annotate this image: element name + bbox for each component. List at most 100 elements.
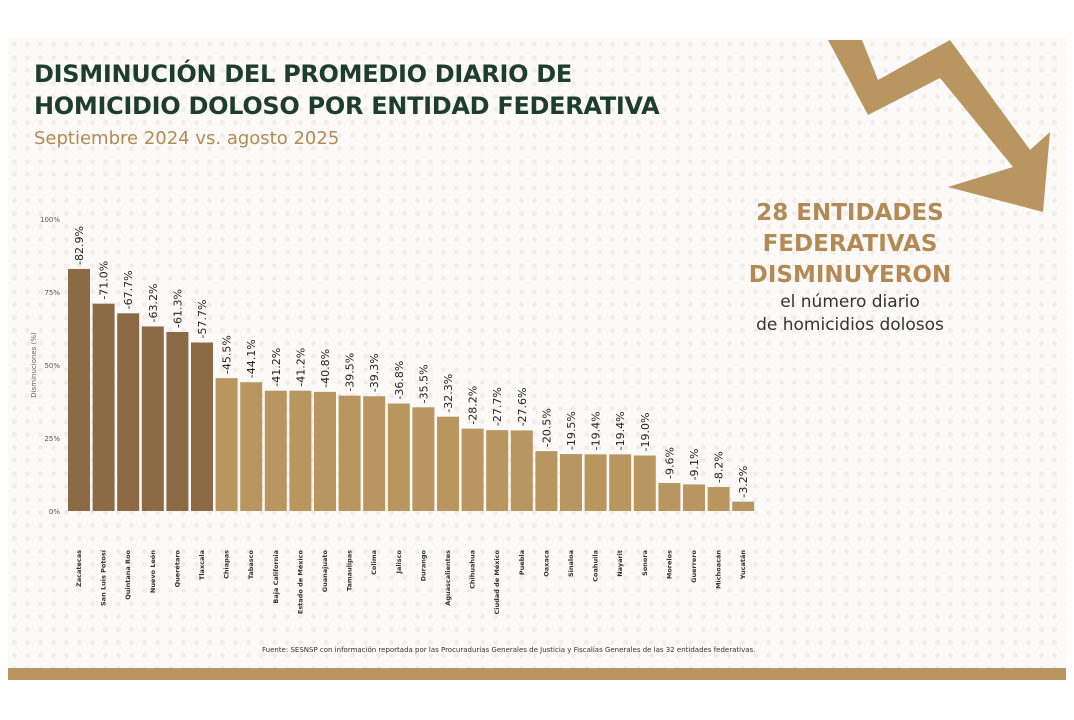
x-tick-label: Aguascalientes [444,550,452,606]
x-tick-label: Quintana Roo [124,549,132,599]
bar [215,378,238,511]
x-tick-label: Puebla [518,550,526,575]
data-label: -44.1% [245,339,258,378]
data-label: -19.0% [639,413,652,452]
data-label: -9.1% [688,449,701,481]
data-label: -71.0% [98,261,111,300]
chart-subtitle: Septiembre 2024 vs. agosto 2025 [34,128,340,149]
x-tick-label: Yucatán [739,550,747,581]
chart-title: DISMINUCIÓN DEL PROMEDIO DIARIO DE HOMIC… [34,58,660,122]
x-tick-label: Michoacán [715,550,723,589]
callout-line-2: FEDERATIVAS [762,231,938,257]
x-tick-label: Colima [370,550,378,575]
x-tick-label: Oaxaca [542,550,550,577]
data-label: -63.2% [147,284,160,323]
bar [117,313,140,511]
x-tick-label: Nayarit [616,550,624,577]
data-label: -45.5% [221,335,234,374]
data-label: -82.9% [73,226,86,265]
bar [166,332,189,511]
bar [264,390,287,511]
data-label: -3.2% [737,466,750,498]
callout-line-4: el número diario [780,292,920,312]
data-label: -8.2% [713,451,726,483]
bar [560,454,582,511]
bar [191,342,213,511]
bar [240,382,263,511]
data-label: -39.3% [368,353,381,392]
bar [658,482,681,511]
y-tick-label: 25% [44,435,60,443]
bar [486,430,509,511]
x-tick-label: Tlaxcala [198,550,206,580]
x-tick-label: Morelos [665,550,673,579]
y-axis-label: Disminuciones (%) [30,332,38,398]
bar [314,391,336,511]
y-tick-label: 0% [49,508,60,516]
y-tick-label: 75% [44,289,60,297]
y-tick-label: 50% [44,362,60,370]
bar [732,501,755,511]
data-label: -39.5% [344,353,357,392]
data-label: -9.6% [663,447,676,479]
bar [338,395,361,511]
background-panel [8,38,1066,668]
x-tick-label: San Luis Potosí [100,549,108,606]
bar [412,407,435,511]
callout-line-5: de homicidios dolosos [756,315,944,335]
x-tick-label: Nuevo León [149,550,157,593]
bar [510,430,533,511]
bar [68,268,90,511]
x-tick-label: Sinaloa [567,550,575,577]
data-label: -40.8% [319,349,332,388]
title-line-2: HOMICIDIO DOLOSO POR ENTIDAD FEDERATIVA [34,92,660,120]
data-label: -19.4% [614,411,627,450]
bar [535,451,558,511]
bar [363,396,386,511]
data-label: -19.4% [590,411,603,450]
x-tick-label: Ciudad de México [493,549,501,614]
bar [633,455,656,511]
x-tick-label: Sonora [641,550,649,576]
data-label: -57.7% [196,300,209,339]
x-tick-label: Jalisco [395,549,403,574]
callout: 28 ENTIDADES FEDERATIVAS DISMINUYERON el… [700,198,1000,337]
x-tick-label: Estado de México [296,549,304,614]
source-note: Fuente: SESNSP con información reportada… [262,646,756,654]
data-label: -41.2% [270,348,283,387]
x-tick-label: Querétaro [173,549,181,587]
data-label: -41.2% [294,348,307,387]
bar [141,326,164,511]
bar [461,428,484,511]
bar [707,487,730,511]
y-tick-label: 100% [40,216,60,224]
x-tick-label: Zacatecas [75,550,83,587]
data-label: -61.3% [171,289,184,328]
data-label: -36.8% [393,361,406,400]
data-label: -27.7% [491,387,504,426]
x-tick-label: Chihuahua [469,550,477,589]
data-label: -20.5% [540,408,553,447]
bar [437,416,459,511]
x-tick-label: Guanajuato [321,549,329,592]
data-label: -35.5% [417,364,430,403]
bar [92,303,115,511]
x-tick-label: Guerrero [690,549,698,582]
bar [387,403,410,511]
x-tick-label: Coahuila [592,550,600,582]
data-label: -32.3% [442,374,455,413]
callout-line-1: 28 ENTIDADES [756,200,944,226]
x-tick-label: Tabasco [247,549,255,579]
x-tick-label: Chiapas [223,550,231,579]
x-tick-label: Durango [419,549,427,581]
callout-line-3: DISMINUYERON [748,262,952,288]
bar [609,454,632,511]
bar [683,484,705,511]
bottom-gold-bar [8,668,1066,680]
bar [289,390,312,511]
data-label: -67.7% [122,270,135,309]
data-label: -19.5% [565,411,578,450]
x-tick-label: Baja California [272,550,280,604]
